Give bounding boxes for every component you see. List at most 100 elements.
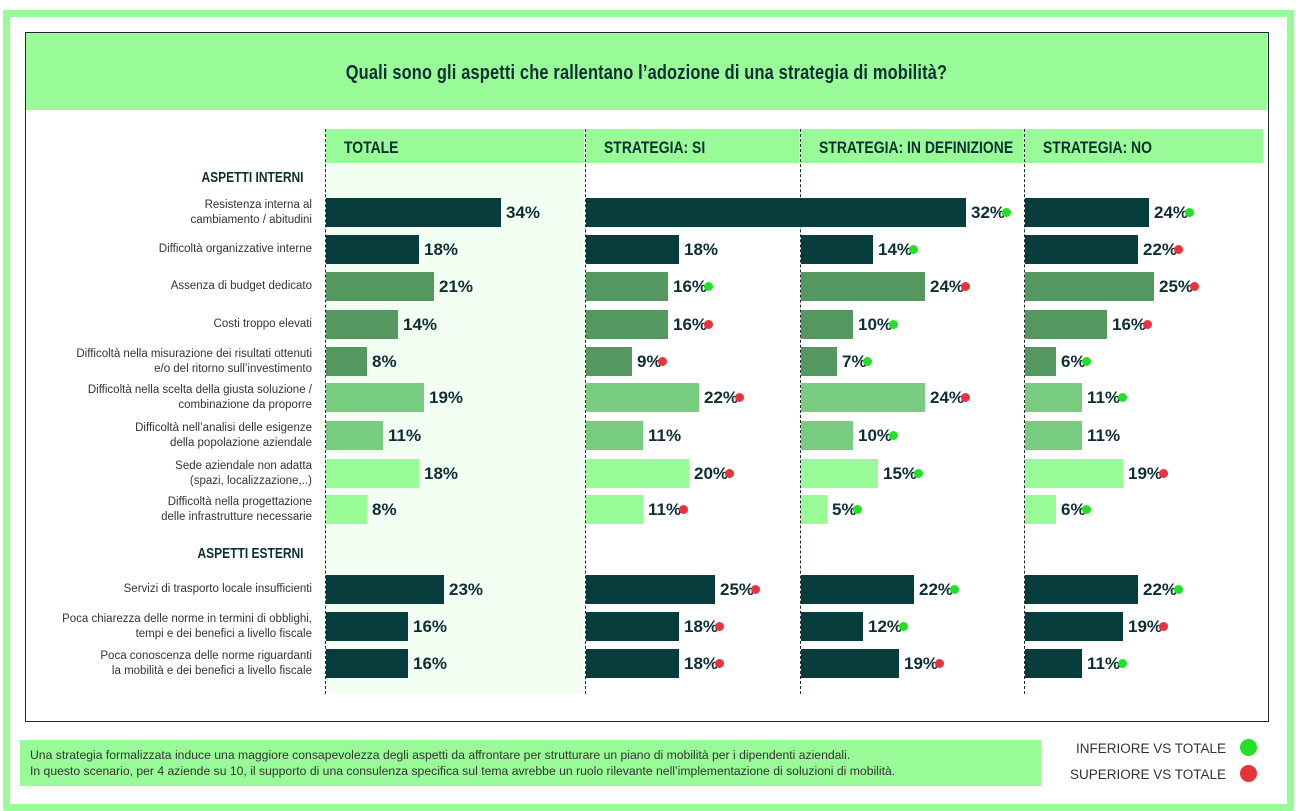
- value-label: 9%: [637, 352, 662, 371]
- bar: [326, 198, 501, 227]
- row-label-line: Costi troppo elevati: [213, 318, 312, 330]
- row-label-line: Poca conoscenza delle norme riguardanti: [100, 649, 312, 662]
- bar: [801, 459, 878, 488]
- superiore-dot: [1158, 469, 1168, 478]
- column-divider: [800, 129, 801, 694]
- bar: [801, 272, 925, 301]
- column-header-label: STRATEGIA: NO: [1043, 138, 1152, 157]
- bar: [586, 198, 813, 227]
- bar: [326, 347, 367, 376]
- value-label: 11%: [1087, 388, 1121, 407]
- value-label: 16%: [673, 315, 708, 334]
- value-label: 34%: [506, 203, 541, 222]
- column-header-strategia-no: STRATEGIA: NO: [1025, 129, 1263, 163]
- bar: [586, 383, 699, 412]
- row-label-line: Resistenza interna al: [204, 198, 312, 211]
- value-label: 21%: [439, 277, 474, 296]
- bar: [586, 612, 679, 641]
- bar: [326, 235, 419, 264]
- section-label-aspetti-esterni: ASPETTI ESTERNI: [197, 545, 304, 562]
- row-label-line: la mobilità e dei benefici a livello fis…: [111, 664, 312, 677]
- column-header-totale: TOTALE: [326, 129, 584, 163]
- value-label: 16%: [673, 277, 708, 296]
- bar: [801, 421, 853, 450]
- bar: [1025, 459, 1123, 488]
- inferiore-dot: [1117, 659, 1127, 668]
- value-label: 22%: [919, 580, 954, 599]
- inferiore-dot: [888, 431, 898, 440]
- bar: [326, 310, 398, 339]
- row-label-line: tempi e dei benefici a livello fiscale: [135, 627, 312, 640]
- superiore-dot: [1173, 245, 1183, 254]
- column-divider: [325, 129, 326, 694]
- value-label: 18%: [684, 654, 719, 673]
- value-label: 18%: [424, 464, 459, 483]
- value-label: 25%: [1159, 277, 1194, 296]
- column-header-label: STRATEGIA: IN DEFINIZIONE: [819, 138, 1014, 157]
- bar: [801, 612, 863, 641]
- row-label-line: della popolazione aziendale: [170, 436, 312, 449]
- bar: [586, 459, 689, 488]
- superiore-dot: [703, 320, 713, 329]
- bar: [1025, 310, 1107, 339]
- value-label: 18%: [684, 240, 719, 259]
- bar: [801, 495, 827, 524]
- bar: [326, 272, 434, 301]
- row-label-line: Difficoltà nella progettazione: [167, 495, 312, 508]
- value-label: 11%: [1087, 426, 1121, 445]
- bar: [801, 310, 853, 339]
- row-label: Difficoltà nella misurazione dei risulta…: [12, 347, 312, 376]
- value-label: 6%: [1061, 500, 1086, 519]
- value-label: 8%: [372, 352, 397, 371]
- value-label: 24%: [930, 388, 965, 407]
- row-label: Difficoltà organizzative interne: [12, 235, 312, 264]
- value-label: 19%: [904, 654, 939, 673]
- value-label: 8%: [372, 500, 397, 519]
- footer-line-1: Una strategia formalizzata induce una ma…: [30, 748, 851, 762]
- column-divider: [1024, 129, 1025, 694]
- row-label-line: e/o del ritorno sull’investimento: [154, 362, 312, 375]
- column-header-label: STRATEGIA: SI: [604, 138, 706, 157]
- superiore-dot: [658, 357, 668, 366]
- row-label-line: Assenza di budget dedicato: [170, 280, 312, 292]
- row-label-line: (spazi, localizzazione,..): [189, 474, 312, 487]
- inferiore-dot: [853, 505, 863, 514]
- inferiore-dot: [888, 320, 898, 329]
- row-label: Difficoltà nell’analisi delle esigenze de…: [12, 421, 312, 450]
- inferiore-dot: [898, 622, 908, 631]
- value-label: 19%: [1128, 617, 1163, 636]
- row-label-line: Poca chiarezza delle norme in termini di…: [62, 612, 312, 625]
- inferiore-dot: [1082, 505, 1092, 514]
- bar: [586, 310, 668, 339]
- value-label: 10%: [858, 426, 893, 445]
- legend-red-dot: [1240, 765, 1257, 782]
- bar: [1025, 649, 1082, 678]
- inferiore-dot: [913, 469, 923, 478]
- superiore-dot: [724, 469, 734, 478]
- superiore-dot: [714, 659, 724, 668]
- footer-note-box: [20, 740, 1041, 786]
- row-label-line: combinazione da proporre: [178, 398, 312, 411]
- bar: [1025, 347, 1056, 376]
- value-label: 11%: [388, 426, 422, 445]
- superiore-dot: [750, 585, 760, 594]
- legend-green-dot: [1240, 739, 1257, 756]
- section-label-aspetti-interni: ASPETTI INTERNI: [201, 169, 304, 186]
- value-label: 24%: [930, 277, 965, 296]
- bar: [586, 272, 668, 301]
- row-label: Poca chiarezza delle norme in termini di…: [12, 612, 312, 641]
- value-label: 10%: [858, 315, 893, 334]
- row-label: Resistenza interna al cambiamento / abitu…: [12, 198, 312, 227]
- bar: [801, 198, 966, 227]
- value-label: 18%: [684, 617, 719, 636]
- value-label: 6%: [1061, 352, 1086, 371]
- row-label-line: Difficoltà nella scelta della giusta sol…: [87, 383, 312, 396]
- superiore-dot: [714, 622, 724, 631]
- superiore-dot: [678, 505, 688, 514]
- bar: [1025, 198, 1149, 227]
- bar: [586, 495, 643, 524]
- value-label: 24%: [1154, 203, 1189, 222]
- outer-frame: [3, 10, 1294, 811]
- bar: [1025, 495, 1056, 524]
- legend-inferiore-label: INFERIORE VS TOTALE: [1075, 741, 1226, 756]
